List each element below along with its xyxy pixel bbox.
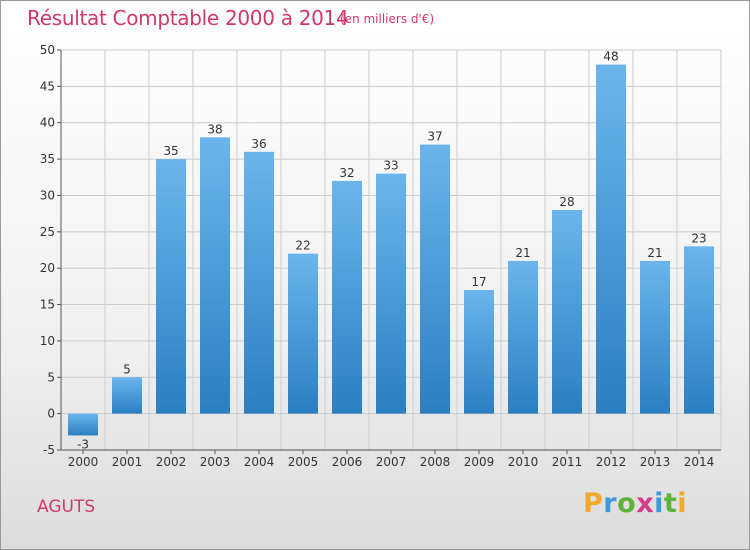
x-tick-label-2013: 2013 bbox=[640, 455, 671, 469]
value-label-2000: -3 bbox=[77, 437, 89, 451]
value-label-2009: 17 bbox=[471, 275, 486, 289]
y-tick-label: 50 bbox=[40, 43, 55, 57]
logo-letter: P bbox=[583, 488, 604, 519]
bar-2011 bbox=[552, 210, 582, 414]
bar-2009 bbox=[464, 290, 494, 414]
data-labels: -3 5 35 38 36 22 32 33 37 17 21 28 48 21 23 bbox=[77, 50, 707, 452]
bar-2001 bbox=[112, 377, 142, 414]
commune-name: AGUTS bbox=[37, 497, 96, 517]
value-label-2011: 28 bbox=[559, 195, 574, 209]
value-label-2006: 32 bbox=[339, 166, 354, 180]
x-tick-label-2003: 2003 bbox=[200, 455, 231, 469]
bar-2004 bbox=[244, 151, 274, 414]
x-tick-label-2011: 2011 bbox=[552, 455, 583, 469]
y-tick-label: 35 bbox=[40, 152, 55, 166]
bars bbox=[68, 64, 714, 436]
bar-2002 bbox=[156, 159, 186, 414]
y-tick-label: 45 bbox=[40, 79, 55, 93]
x-tick-label-2014: 2014 bbox=[684, 455, 715, 469]
y-tick-label: 15 bbox=[40, 298, 55, 312]
value-label-2012: 48 bbox=[603, 50, 618, 64]
y-tick-label: 30 bbox=[40, 188, 55, 202]
value-label-2010: 21 bbox=[515, 246, 530, 260]
bar-2010 bbox=[508, 260, 538, 414]
logo-letter: x bbox=[636, 488, 655, 519]
x-tick-label-2002: 2002 bbox=[156, 455, 187, 469]
chart-title: Résultat Comptable 2000 à 2014 bbox=[27, 6, 349, 30]
x-tick-label-2004: 2004 bbox=[244, 455, 275, 469]
x-tick-label-2005: 2005 bbox=[288, 455, 319, 469]
value-label-2005: 22 bbox=[295, 239, 310, 253]
bar-2012 bbox=[596, 64, 626, 414]
y-tick-label: 10 bbox=[40, 334, 55, 348]
x-tick-label-2010: 2010 bbox=[508, 455, 539, 469]
logo-letter: r bbox=[603, 488, 618, 519]
x-tick-label-2009: 2009 bbox=[464, 455, 495, 469]
y-tick-label: 0 bbox=[47, 407, 55, 421]
bar-2000 bbox=[68, 413, 98, 436]
x-tick-label-2007: 2007 bbox=[376, 455, 407, 469]
value-label-2013: 21 bbox=[647, 246, 662, 260]
x-tick-label-2006: 2006 bbox=[332, 455, 363, 469]
logo-letter: t bbox=[663, 488, 678, 519]
y-tick-label: 20 bbox=[40, 261, 55, 275]
value-label-2003: 38 bbox=[207, 122, 222, 136]
logo-letter: i bbox=[654, 488, 664, 519]
proxiti-logo[interactable]: Proxiti bbox=[583, 488, 687, 519]
x-tick-label-2012: 2012 bbox=[596, 455, 627, 469]
y-tick-label: 25 bbox=[40, 225, 55, 239]
value-label-2004: 36 bbox=[251, 137, 266, 151]
bar-2003 bbox=[200, 137, 230, 414]
value-label-2001: 5 bbox=[123, 362, 131, 376]
y-tick-label: -5 bbox=[43, 443, 55, 457]
bar-2014 bbox=[684, 246, 714, 414]
value-label-2007: 33 bbox=[383, 159, 398, 173]
value-label-2002: 35 bbox=[163, 144, 178, 158]
value-label-2014: 23 bbox=[691, 231, 706, 245]
x-tick-label-2001: 2001 bbox=[112, 455, 143, 469]
bar-2008 bbox=[420, 144, 450, 414]
logo-letter: i bbox=[677, 488, 688, 519]
chart-subtitle: (en milliers d'€) bbox=[340, 12, 435, 26]
bar-2006 bbox=[332, 180, 362, 414]
axes: -5 0 5 10 15 20 25 30 35 40 45 50 2000 2001 2002 2003 20… bbox=[40, 43, 721, 469]
logo-letter: o bbox=[617, 488, 637, 519]
value-label-2008: 37 bbox=[427, 130, 442, 144]
y-tick-label: 5 bbox=[47, 370, 55, 384]
x-tick-label-2008: 2008 bbox=[420, 455, 451, 469]
bar-2013 bbox=[640, 260, 670, 414]
bar-2005 bbox=[288, 253, 318, 414]
bar-2007 bbox=[376, 173, 406, 414]
y-tick-label: 40 bbox=[40, 116, 55, 130]
x-tick-label-2000: 2000 bbox=[68, 455, 99, 469]
